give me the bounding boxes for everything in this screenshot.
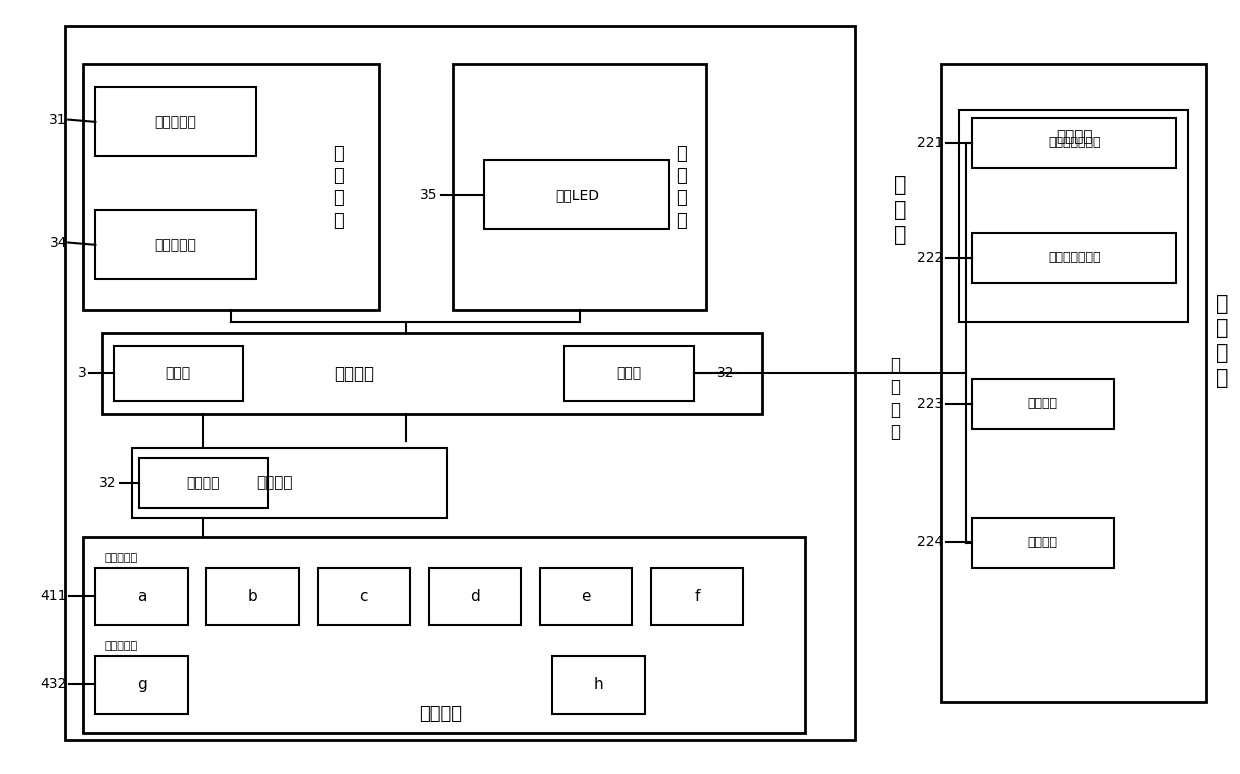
- Bar: [454, 64, 707, 310]
- Text: 磁性模块: 磁性模块: [419, 704, 463, 723]
- Text: 取
像
模
块: 取 像 模 块: [334, 145, 343, 230]
- Text: 内
视
镜: 内 视 镜: [894, 176, 906, 245]
- Bar: [95, 567, 188, 625]
- Text: h: h: [594, 677, 603, 692]
- Text: 第一摄像机开关: 第一摄像机开关: [1048, 136, 1101, 149]
- Text: 第二摄像机开关: 第二摄像机开关: [1048, 252, 1101, 265]
- Text: b: b: [248, 589, 258, 604]
- Bar: [972, 379, 1114, 430]
- Bar: [95, 87, 255, 156]
- Text: 34: 34: [50, 235, 67, 249]
- Text: 223: 223: [918, 397, 944, 411]
- Text: 31: 31: [50, 112, 67, 127]
- Text: 3: 3: [78, 366, 87, 380]
- Text: 222: 222: [918, 251, 944, 265]
- Text: c: c: [360, 589, 368, 604]
- Text: 221: 221: [918, 135, 944, 149]
- Bar: [317, 567, 410, 625]
- Text: 电路板: 电路板: [165, 366, 191, 380]
- Bar: [972, 233, 1176, 283]
- Text: 第一摄像机: 第一摄像机: [155, 115, 196, 129]
- Bar: [83, 537, 805, 733]
- Text: f: f: [694, 589, 699, 604]
- Text: 35: 35: [420, 188, 438, 202]
- Bar: [102, 334, 761, 414]
- Bar: [133, 448, 448, 518]
- Bar: [972, 118, 1176, 168]
- Bar: [139, 457, 268, 509]
- Bar: [564, 345, 694, 401]
- Text: 432: 432: [41, 677, 67, 691]
- Bar: [972, 518, 1114, 567]
- Bar: [651, 567, 744, 625]
- Bar: [539, 567, 632, 625]
- Text: 第二摄像机: 第二摄像机: [155, 238, 196, 252]
- Text: 摄像开关: 摄像开关: [1056, 129, 1092, 144]
- Text: 发光LED: 发光LED: [554, 188, 599, 202]
- Text: 单元电磁极: 单元电磁极: [104, 553, 138, 563]
- Text: 调速开关: 调速开关: [1027, 397, 1058, 410]
- Bar: [95, 656, 188, 714]
- Bar: [207, 567, 299, 625]
- Text: 调速模块: 调速模块: [257, 475, 293, 491]
- Text: g: g: [136, 677, 146, 692]
- Text: 照
明
模
块: 照 明 模 块: [676, 145, 687, 230]
- Bar: [960, 111, 1188, 322]
- Bar: [64, 26, 854, 741]
- Bar: [429, 567, 521, 625]
- Text: a: a: [136, 589, 146, 604]
- Text: 224: 224: [918, 536, 944, 550]
- Text: 执行装置: 执行装置: [186, 476, 219, 490]
- Text: e: e: [582, 589, 590, 604]
- Text: d: d: [470, 589, 480, 604]
- Bar: [484, 160, 670, 229]
- Text: 控制模块: 控制模块: [335, 365, 374, 383]
- Text: 单元永磁极: 单元永磁极: [104, 641, 138, 651]
- Bar: [114, 345, 243, 401]
- Bar: [941, 64, 1207, 702]
- Text: 有
线
传
输: 有 线 传 输: [890, 356, 900, 441]
- Text: 磁控开关: 磁控开关: [1027, 536, 1058, 549]
- Text: 磁
控
装
置: 磁 控 装 置: [1216, 293, 1229, 388]
- Bar: [95, 211, 255, 279]
- Text: 32: 32: [99, 476, 117, 490]
- Text: 32: 32: [717, 366, 735, 380]
- Bar: [552, 656, 645, 714]
- Text: 411: 411: [41, 589, 67, 603]
- Bar: [83, 64, 379, 310]
- Text: 控制器: 控制器: [616, 366, 641, 380]
